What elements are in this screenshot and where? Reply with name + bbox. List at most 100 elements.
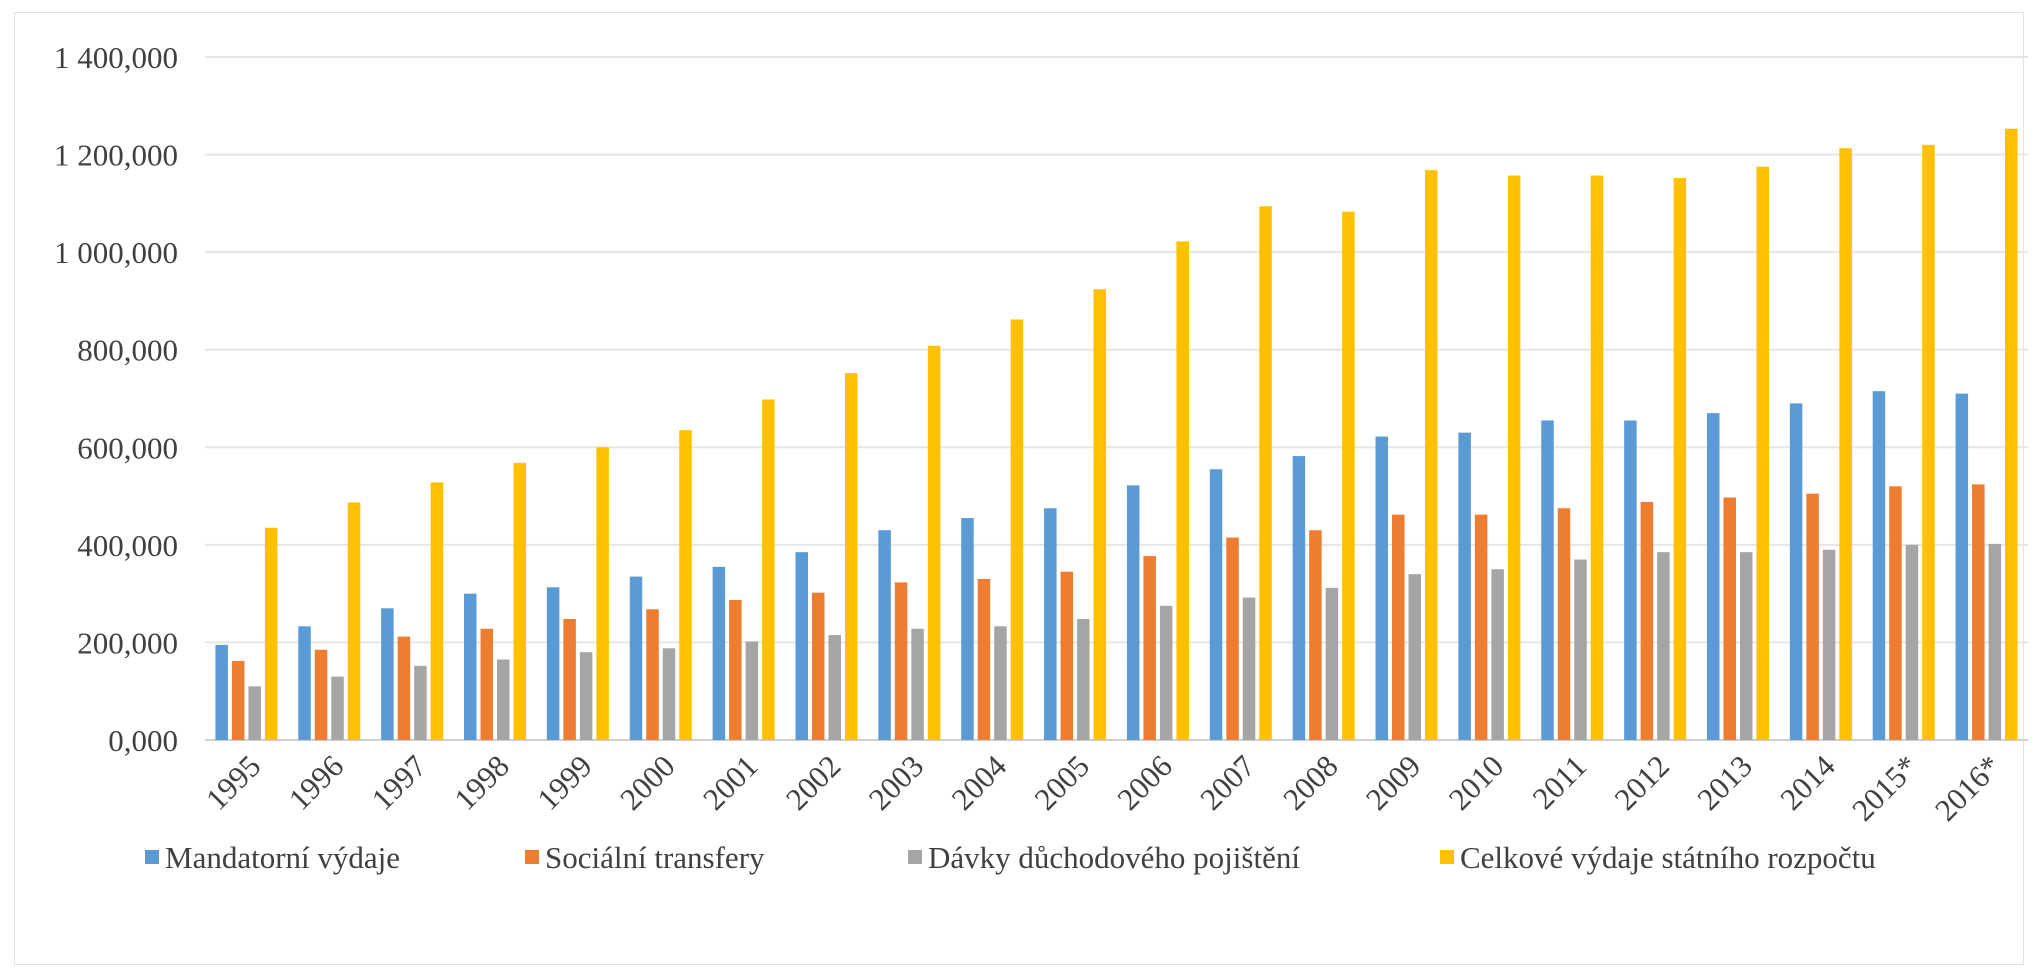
x-tick-label: 2004 (945, 748, 1014, 817)
bar-2-2000 (646, 609, 659, 740)
y-tick-label: 200,000 (77, 625, 178, 660)
bar-1-2014 (1789, 403, 1803, 740)
bar-2-2015star (1889, 486, 1902, 740)
bar-2-2001 (729, 599, 742, 740)
bar-4-2015star (1922, 144, 1935, 741)
bar-1-2009 (1375, 436, 1389, 740)
bar-4-2002 (844, 373, 858, 740)
y-tick-label: 1 200,000 (54, 138, 178, 173)
bar-4-2009 (1425, 170, 1438, 740)
bar-3-2001 (745, 641, 759, 740)
x-tick-label: 2009 (1359, 748, 1428, 817)
bar-1-2007 (1209, 469, 1223, 740)
bar-1-2013 (1706, 413, 1720, 740)
bar-2-1998 (480, 628, 494, 740)
bar-2-1999 (563, 619, 576, 740)
bar-2-2004 (977, 579, 991, 740)
bar-4-2007 (1259, 206, 1272, 740)
bar-3-1997 (414, 665, 427, 740)
bar-4-1997 (430, 482, 444, 740)
x-tick-label: 2011 (1525, 748, 1593, 816)
bar-4-2010 (1507, 175, 1521, 740)
bar-3-2006 (1159, 605, 1173, 740)
bar-3-2003 (911, 628, 924, 740)
y-tick-label: 600,000 (77, 430, 178, 465)
bar-3-2009 (1408, 574, 1422, 740)
bar-3-2000 (662, 648, 676, 740)
bar-1-2006 (1126, 485, 1140, 740)
x-tick-label: 2005 (1027, 748, 1096, 817)
x-tick-label: 2003 (862, 748, 931, 817)
x-tick-label: 1998 (447, 748, 516, 817)
legend-swatch (908, 850, 922, 864)
bars (215, 128, 2018, 741)
bar-1-2011 (1541, 420, 1554, 740)
bar-2-2003 (894, 582, 908, 740)
bar-3-2011 (1574, 559, 1587, 740)
bar-3-2004 (994, 626, 1007, 740)
legend-swatch (525, 850, 539, 864)
bar-1-2005 (1044, 508, 1057, 740)
bar-3-2013 (1739, 552, 1753, 740)
legend-swatch (1440, 850, 1454, 864)
x-tick-label: 2006 (1110, 748, 1179, 817)
bar-3-1998 (497, 659, 510, 740)
bar-1-1998 (464, 593, 477, 740)
bar-4-1998 (513, 462, 527, 740)
bar-4-2003 (927, 345, 941, 740)
bar-3-2005 (1077, 619, 1090, 740)
bar-2-1997 (397, 636, 411, 740)
x-tick-label: 2016* (1928, 748, 2008, 828)
bar-2-2014 (1806, 493, 1819, 740)
x-tick-label: 2012 (1607, 748, 1676, 817)
bar-2-1995 (231, 660, 245, 740)
x-tick-label: 2014 (1773, 748, 1842, 817)
bar-4-2001 (762, 399, 775, 740)
x-tick-label: 2000 (613, 748, 682, 817)
bar-1-2001 (712, 566, 726, 740)
bar-4-2004 (1010, 319, 1024, 740)
legend-swatch (145, 850, 159, 864)
x-tick-label: 1997 (365, 748, 434, 817)
y-tick-label: 0,000 (108, 723, 178, 758)
bar-2-2007 (1226, 537, 1239, 740)
bar-1-2002 (795, 552, 808, 740)
bar-3-2012 (1657, 552, 1670, 740)
x-tick-label: 2010 (1442, 748, 1511, 817)
bar-2-2002 (811, 592, 825, 740)
bar-2-2010 (1474, 514, 1488, 740)
bar-1-1997 (381, 608, 394, 740)
y-axis-ticks: 0,000 200,000 400,000 600,000 800,000 1 000,0… (54, 40, 178, 758)
x-tick-label: 2013 (1690, 748, 1759, 817)
bar-1-2015star (1872, 391, 1886, 740)
bar-3-2015star (1905, 544, 1919, 740)
x-tick-label: 2008 (1276, 748, 1345, 817)
bar-3-1996 (331, 676, 344, 740)
bar-2-1996 (314, 649, 328, 740)
bar-4-1995 (264, 527, 278, 740)
x-tick-label: 2002 (779, 748, 848, 817)
gridlines (205, 56, 2028, 741)
bar-1-1999 (546, 587, 560, 740)
bar-4-2013 (1756, 166, 1769, 741)
legend-label: Mandatorní výdaje (165, 840, 400, 875)
x-tick-label: 1999 (530, 748, 599, 817)
bar-1-1996 (298, 626, 311, 740)
bar-1-2003 (878, 530, 891, 740)
x-tick-label: 1996 (282, 748, 351, 817)
x-tick-label: 2015* (1845, 748, 1925, 828)
bar-4-2014 (1839, 148, 1852, 741)
bar-2-2011 (1557, 508, 1571, 740)
bar-4-2012 (1673, 177, 1687, 740)
bar-2-2008 (1309, 530, 1322, 740)
bar-2-2005 (1060, 571, 1074, 740)
bar-3-1995 (248, 686, 261, 740)
bar-4-2000 (679, 430, 692, 740)
bar-1-2008 (1292, 456, 1306, 740)
bar-3-2010 (1491, 569, 1504, 740)
x-tick-label: 2001 (696, 748, 765, 817)
bar-4-1999 (596, 447, 609, 740)
bar-4-2016star (2005, 128, 2018, 741)
bar-2-2012 (1640, 501, 1654, 740)
